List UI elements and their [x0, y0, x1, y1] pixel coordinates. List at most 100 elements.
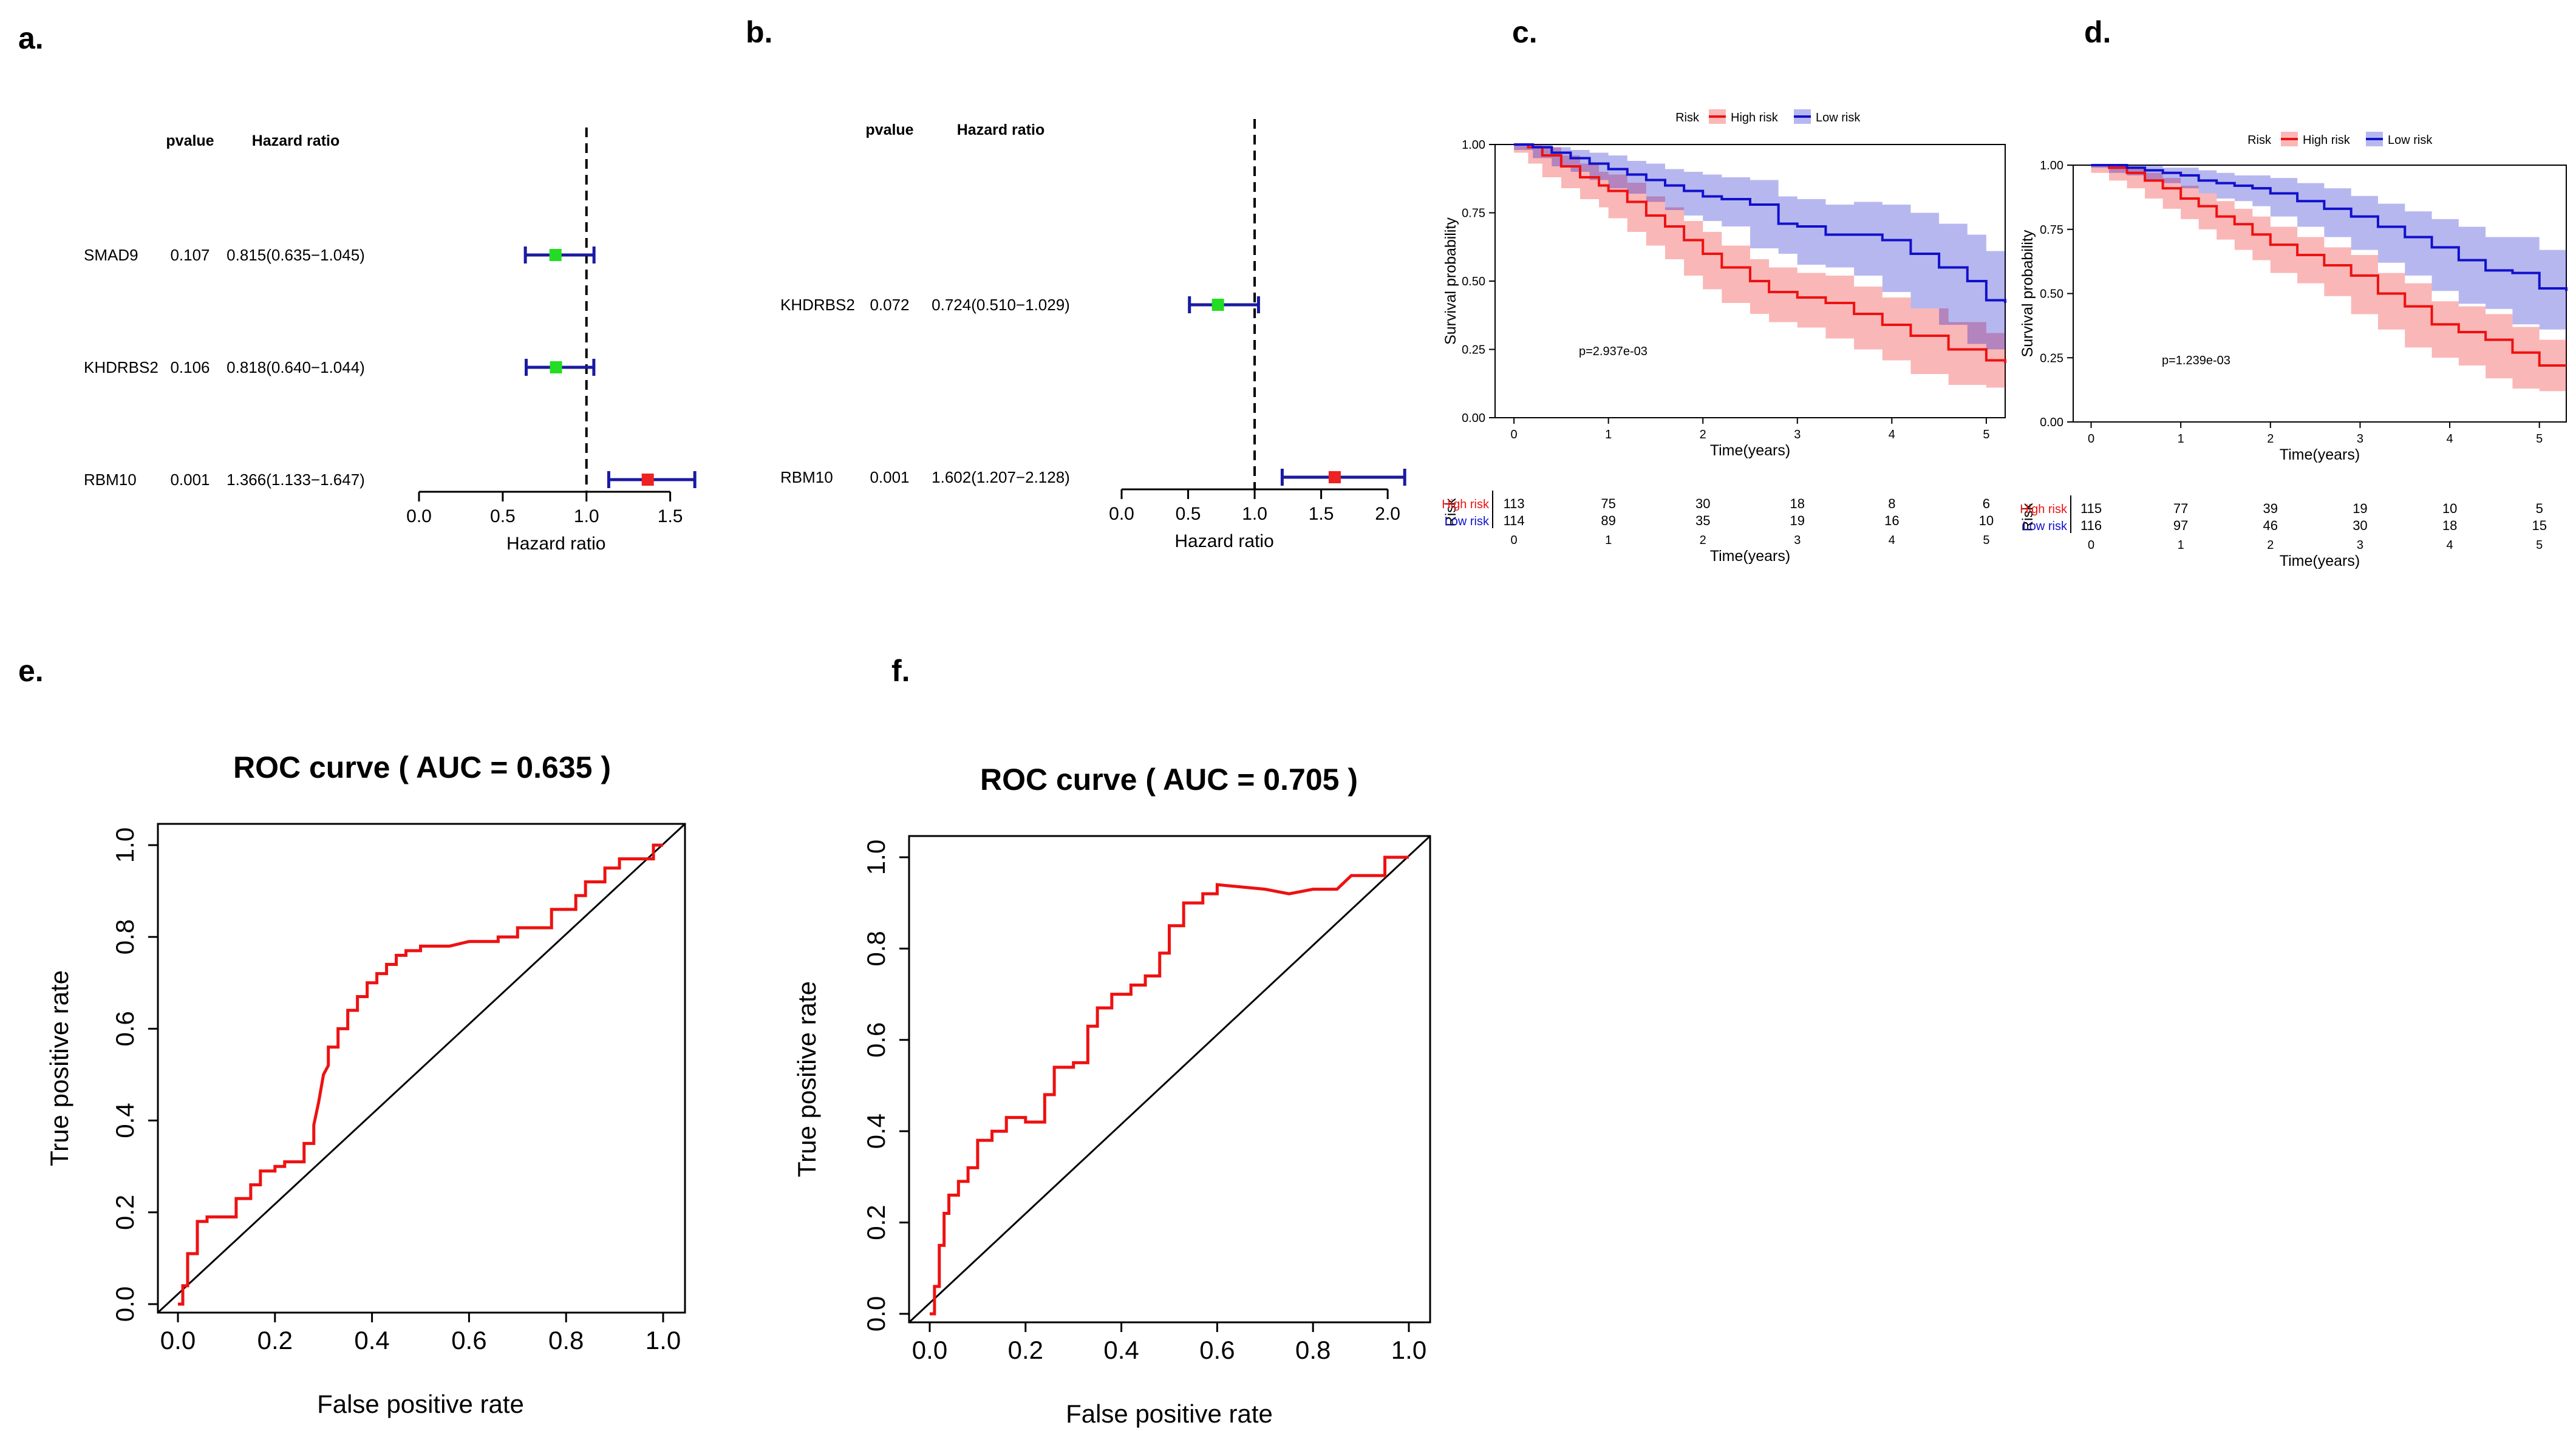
km-plot-d: Risk High risk Low risk0.000.250.500.751.0…: [2019, 132, 2567, 569]
x-tick-label: 1.0: [574, 506, 599, 526]
panel-label-c: c.: [1512, 15, 1538, 49]
x-tick-label: 1.0: [646, 1326, 681, 1355]
legend-label: High risk: [1731, 111, 1779, 124]
y-tick-label: 0.75: [2040, 223, 2063, 237]
risk-x-axis-label: Time(years): [2280, 552, 2360, 569]
x-tick-label: 0.0: [160, 1326, 196, 1355]
plot-frame: [157, 823, 686, 1314]
ci-band: [2091, 165, 2566, 330]
risk-count: 97: [2173, 518, 2188, 533]
panel-label-d: d.: [2084, 15, 2111, 49]
gene-label: KHDRBS2: [780, 296, 855, 314]
roc-curve: [930, 855, 1409, 1316]
forest-plot-b: pvalue Hazard ratio KHDRBS2 0.072 0.724(0.51…: [780, 119, 1406, 551]
pvalue-value: 0.106: [170, 358, 210, 376]
x-tick-label: 2.0: [1375, 504, 1400, 524]
risk-count: 19: [1790, 513, 1805, 528]
x-tick-label: 4: [1889, 428, 1895, 441]
risk-count: 46: [2263, 518, 2278, 533]
survival-curve: [1514, 143, 2006, 303]
risk-count: 18: [2442, 518, 2457, 533]
risk-count: 89: [1601, 513, 1615, 528]
risk-count: 8: [1888, 496, 1895, 511]
roc-curve: [178, 843, 663, 1306]
risk-x-axis-label: Time(years): [1710, 548, 1790, 565]
risk-count: 10: [1979, 513, 1994, 528]
y-tick-label: 0.00: [1462, 412, 1485, 425]
y-axis-label: Survival probability: [2019, 229, 2036, 357]
y-axis-label: True positive rate: [45, 970, 73, 1166]
risk-count: 77: [2173, 501, 2188, 516]
x-axis-label: Time(years): [2280, 446, 2360, 463]
risk-count: 15: [2532, 518, 2546, 533]
legend-title: Risk: [1675, 111, 1700, 124]
y-tick-label: 0.0: [111, 1287, 139, 1322]
survival-curve: [2091, 164, 2566, 367]
risk-count: 113: [1504, 496, 1525, 511]
x-tick-label: 1.5: [1309, 504, 1334, 524]
x-tick-label: 1: [2178, 432, 2184, 446]
panel-label-a: a.: [18, 21, 44, 55]
risk-count: 10: [2442, 501, 2457, 516]
x-tick-label: 0.8: [1295, 1336, 1331, 1364]
y-tick-label: 0.8: [111, 919, 139, 954]
risk-x-tick-label: 5: [1983, 534, 1989, 547]
risk-count: 116: [2080, 518, 2102, 533]
y-tick-label: 0.4: [111, 1103, 139, 1138]
x-axis-label: Hazard ratio: [506, 534, 605, 554]
ci-band: [1514, 144, 2005, 350]
risk-row-label: High risk: [2020, 503, 2068, 516]
hr-value: 0.815(0.635−1.045): [227, 246, 365, 264]
x-tick-label: 1.0: [1391, 1336, 1426, 1364]
y-tick-label: 0.75: [1462, 207, 1485, 220]
x-tick-label: 0: [1511, 428, 1518, 441]
y-tick-label: 0.25: [2040, 352, 2063, 365]
pvalue-header: pvalue: [865, 121, 913, 138]
risk-table-label: Risk: [1443, 498, 1459, 527]
risk-count: 114: [1504, 513, 1525, 528]
gene-label: KHDRBS2: [84, 358, 158, 376]
risk-count: 16: [1884, 513, 1899, 528]
x-tick-label: 0.5: [1176, 504, 1201, 524]
legend-title: Risk: [2247, 134, 2272, 147]
y-tick-label: 1.0: [862, 840, 890, 875]
x-tick-label: 5: [2536, 432, 2543, 446]
pvalue-value: 0.072: [870, 296, 909, 314]
x-axis-label: Time(years): [1710, 442, 1790, 459]
risk-count: 18: [1790, 496, 1805, 511]
y-axis-label: True positive rate: [792, 981, 821, 1177]
risk-count: 5: [2536, 501, 2543, 516]
panel-label-b: b.: [746, 15, 772, 49]
y-tick-label: 0.4: [862, 1113, 890, 1149]
x-tick-label: 1.5: [658, 506, 683, 526]
risk-count: 19: [2353, 501, 2367, 516]
x-tick-label: 0.6: [451, 1326, 486, 1355]
hr-value: 0.724(0.510−1.029): [932, 296, 1070, 314]
risk-count: 75: [1601, 496, 1615, 511]
hr-point: [1328, 471, 1341, 483]
x-tick-label: 0.0: [406, 506, 432, 526]
y-tick-label: 0.8: [862, 931, 890, 966]
hr-point: [549, 249, 562, 261]
panel-label-f: f.: [891, 654, 910, 688]
x-tick-label: 4: [2447, 432, 2453, 446]
x-tick-label: 3: [2357, 432, 2363, 446]
x-axis-label: False positive rate: [1066, 1399, 1273, 1428]
x-tick-label: 1.0: [1242, 504, 1267, 524]
hr-header: Hazard ratio: [957, 121, 1044, 138]
survival-curve: [1514, 143, 2006, 363]
pvalue-value: 0.001: [870, 468, 909, 486]
x-tick-label: 0.8: [548, 1326, 584, 1355]
x-tick-label: 2: [2267, 432, 2274, 446]
risk-count: 30: [1695, 496, 1710, 511]
plot-frame: [908, 835, 1431, 1324]
y-tick-label: 1.00: [2040, 159, 2063, 172]
y-tick-label: 0.00: [2040, 416, 2063, 429]
risk-table-label: Risk: [2020, 503, 2036, 532]
x-tick-label: 1: [1605, 428, 1612, 441]
p-value-text: p=2.937e-03: [1579, 345, 1647, 358]
gene-label: SMAD9: [84, 246, 138, 264]
y-tick-label: 0.2: [111, 1195, 139, 1230]
chart-title: ROC curve ( AUC = 0.705 ): [980, 763, 1358, 797]
